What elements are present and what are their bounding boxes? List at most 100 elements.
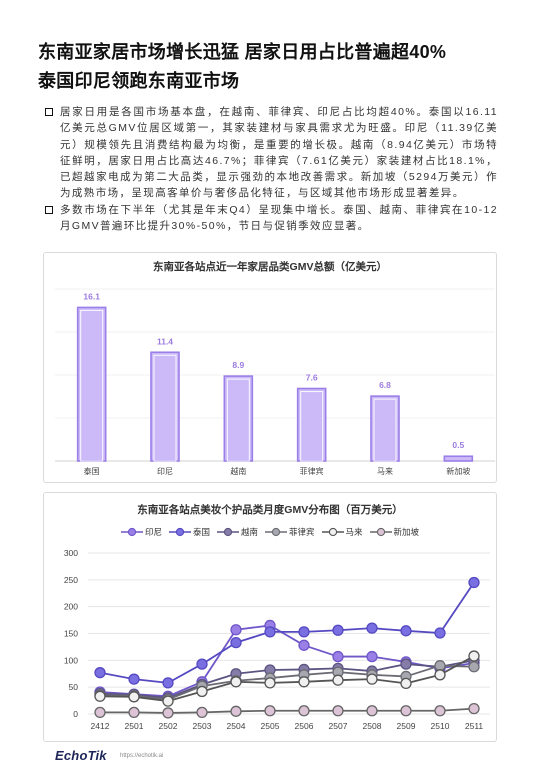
series-6-point <box>366 705 378 717</box>
series-2-point <box>128 673 140 685</box>
series-2-point <box>298 626 310 638</box>
series-2-point <box>434 627 446 639</box>
echotik-logo: EchoTik <box>55 748 107 763</box>
series-2-point <box>196 658 208 670</box>
series-6-point <box>264 705 276 717</box>
series-6-point <box>298 705 310 717</box>
legend-label: 新加坡 <box>393 527 420 537</box>
legend-symbol-icon <box>265 527 287 537</box>
x-tick-label: 2501 <box>125 721 144 731</box>
series-3-point <box>400 658 412 670</box>
legend-marker <box>175 527 185 537</box>
bar-highlight <box>80 309 104 462</box>
series-5-point <box>230 676 242 688</box>
square-bullet-icon <box>45 108 53 116</box>
legend-symbol-icon <box>168 527 191 537</box>
legend-item-2: 泰国 <box>168 526 210 538</box>
series-6-point <box>128 706 140 719</box>
x-tick-label: 2509 <box>397 721 416 731</box>
series-1-point <box>366 650 378 663</box>
legend-marker <box>271 527 281 537</box>
series-2-point <box>264 626 276 638</box>
legend-label: 菲律宾 <box>289 527 315 537</box>
bar-highlight <box>153 354 177 462</box>
series-2-point <box>366 622 378 634</box>
footer-url: https://echotik.ai <box>120 753 164 759</box>
category-label: 马来 <box>377 467 393 476</box>
series-1-point <box>230 624 242 636</box>
x-tick-label: 2506 <box>295 721 314 731</box>
bar-highlight <box>300 390 324 462</box>
y-tick-label: 100 <box>64 655 78 665</box>
title-line-2: 泰国印尼领跑东南亚市场 <box>38 71 240 91</box>
bar-chart-title: 东南亚各站点近一年家居品类GMV总额（亿美元） <box>153 261 387 273</box>
series-line-5 <box>99 655 475 703</box>
series-6-point <box>162 707 174 719</box>
series-line-1 <box>99 624 475 698</box>
series-5-point <box>332 674 344 686</box>
series-5-point <box>128 691 140 703</box>
series-5-point <box>298 676 310 688</box>
category-label: 越南 <box>230 466 246 476</box>
bar-2 <box>150 351 180 462</box>
legend-symbol-icon <box>321 527 344 537</box>
bar-5 <box>370 395 400 462</box>
series-6-point <box>332 705 344 717</box>
bar-value-label: 0.5 <box>452 440 464 450</box>
series-4-point <box>468 661 480 673</box>
bar-value-label: 6.8 <box>379 380 391 390</box>
series-2-point <box>162 677 174 689</box>
bar-value-label: 7.6 <box>306 373 318 383</box>
bar-1 <box>76 306 107 462</box>
x-tick-label: 2510 <box>431 721 450 731</box>
bullet-text: 居家日用是各国市场基本盘，在越南、菲律宾、印尼占比均超40%。泰国以16.11亿… <box>60 106 498 200</box>
series-1-point <box>298 639 310 651</box>
category-label: 菲律宾 <box>300 466 324 476</box>
category-label: 泰国 <box>84 466 100 476</box>
legend-label: 印尼 <box>144 527 162 537</box>
legend-item-3: 越南 <box>216 526 258 538</box>
category-label: 新加坡 <box>446 466 470 476</box>
bar-chart-svg: 16.1 泰国 11.4 印尼 8.9 越南 7.6 菲律宾 6.8 马来 0.5 新加坡 <box>55 288 495 476</box>
y-tick-label: 300 <box>64 548 78 558</box>
legend-marker <box>376 527 385 537</box>
bar-highlight <box>226 378 250 462</box>
line-chart-legend: 印尼 泰国 越南 菲律宾 马来 新加坡 <box>44 525 496 539</box>
series-2-point <box>332 624 344 636</box>
legend-marker <box>223 527 233 537</box>
series-2-point <box>230 636 242 649</box>
series-6-point <box>400 705 412 717</box>
line-chart-title: 东南亚各站点美妆个护品类月度GMV分布图（百万美元） <box>137 504 403 516</box>
bar-value-label: 8.9 <box>232 360 244 370</box>
series-6-point <box>434 705 446 717</box>
legend-item-5: 马来 <box>321 526 363 538</box>
series-line-6 <box>100 707 475 714</box>
series-1-point <box>332 650 344 663</box>
bullet-text: 多数市场在下半年（尤其是年末Q4）呈现集中增长。泰国、越南、菲律宾在10-12月… <box>60 203 498 233</box>
legend-item-1: 印尼 <box>120 526 162 538</box>
series-5-point <box>434 669 446 681</box>
series-2-point <box>400 625 412 637</box>
y-tick-label: 250 <box>64 575 78 585</box>
series-5-point <box>400 677 412 690</box>
bar-6 <box>443 455 474 462</box>
series-line-3 <box>99 659 475 699</box>
line-chart-svg: 0 50 100 150 200 250 300 2412 2501 2502 2503 2504 25… <box>64 548 490 731</box>
series-6-point <box>196 706 208 719</box>
series-5-point <box>162 695 174 707</box>
series-6-point <box>94 706 106 719</box>
legend-item-6: 新加坡 <box>369 526 420 538</box>
category-label: 印尼 <box>157 467 173 476</box>
series-5-point <box>468 650 480 662</box>
page-title: 东南亚家居市场增长迅猛 居家日用占比普遍超40% 泰国印尼领跑东南亚市场 <box>38 38 508 96</box>
square-bullet-icon <box>45 205 53 214</box>
y-tick-label: 0 <box>73 709 78 719</box>
legend-label: 马来 <box>345 527 363 537</box>
series-6-point <box>230 705 242 717</box>
bar-value-label: 11.4 <box>157 336 173 346</box>
legend-label: 泰国 <box>192 527 210 537</box>
x-tick-label: 2504 <box>227 721 246 731</box>
bar-3 <box>223 375 254 462</box>
bar-chart-panel: 东南亚各站点近一年家居品类GMV总额（亿美元） 16.1 泰国 11.4 印尼 8.9 越… <box>43 252 497 483</box>
series-2-point <box>94 667 106 679</box>
